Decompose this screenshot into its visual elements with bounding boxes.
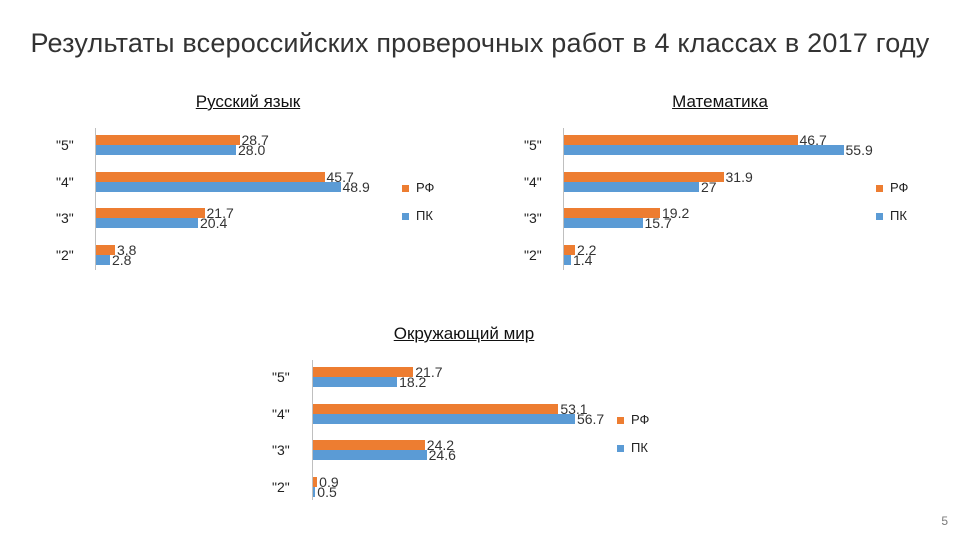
bar: [96, 208, 205, 218]
category-label: "3": [272, 442, 290, 458]
category-label: "5": [524, 137, 542, 153]
bar: [313, 476, 318, 487]
legend-label: РФ: [631, 412, 650, 427]
data-label: 46.7: [799, 132, 827, 148]
bar: [96, 254, 110, 265]
legend-swatch: [617, 417, 624, 425]
data-label: 0.5: [317, 483, 337, 500]
bar: [96, 135, 240, 145]
data-label: 24.6: [428, 447, 456, 463]
category-label: "3": [524, 210, 542, 226]
bar: [313, 486, 316, 497]
bar: [564, 254, 571, 265]
bar: [313, 450, 427, 460]
data-label: 20.4: [200, 215, 228, 231]
chart-axis: [95, 128, 96, 270]
legend-swatch: [402, 213, 409, 221]
bar: [313, 403, 559, 414]
chart-title: Математика: [672, 92, 768, 111]
bar: [564, 208, 660, 218]
category-label: "3": [56, 210, 74, 226]
data-label: 19.2: [662, 205, 690, 221]
data-label: 21.7: [206, 205, 234, 221]
bar: [96, 218, 198, 228]
bar: [313, 367, 414, 377]
chart-axis: [563, 128, 564, 270]
category-label: "4": [56, 173, 74, 190]
data-label: 45.7: [326, 168, 354, 185]
category-label: "4": [524, 173, 542, 190]
category-label: "2": [524, 246, 542, 263]
slide-number: 5: [941, 514, 948, 528]
legend-swatch: [402, 185, 409, 193]
bar: [96, 145, 236, 155]
page-title: Результаты всероссийских проверочных раб…: [30, 28, 930, 58]
legend-item: ПК: [402, 208, 433, 223]
chart-title: Окружающий мир: [393, 324, 535, 343]
data-label: 15.7: [644, 215, 672, 231]
category-label: "2": [56, 246, 74, 263]
legend-item: ПК: [617, 440, 648, 455]
bar: [564, 218, 643, 228]
data-label: 1.4: [573, 251, 593, 268]
legend-item: РФ: [876, 180, 908, 195]
data-label: 21.7: [415, 364, 443, 380]
legend-swatch: [876, 213, 883, 221]
bar: [564, 181, 699, 192]
data-label: 2.8: [112, 251, 132, 268]
data-label: 53.1: [560, 400, 588, 417]
bar: [313, 413, 575, 424]
bar: [96, 181, 341, 192]
legend-item: РФ: [402, 180, 434, 195]
legend-label: РФ: [890, 180, 909, 195]
data-label: 55.9: [845, 142, 873, 158]
bar: [96, 244, 115, 255]
category-label: "5": [56, 137, 74, 153]
bar: [564, 171, 724, 182]
legend-item: РФ: [617, 412, 649, 427]
category-label: "4": [272, 405, 290, 422]
category-label: "5": [272, 369, 290, 385]
data-label: 27: [701, 178, 717, 195]
bar: [564, 145, 844, 155]
chart-axis: [312, 360, 313, 500]
bar: [96, 171, 325, 182]
legend-swatch: [876, 185, 883, 193]
data-label: 56.7: [576, 410, 605, 427]
legend-item: ПК: [876, 208, 907, 223]
legend-label: ПК: [631, 440, 648, 455]
data-label: 31.9: [725, 168, 753, 185]
data-label: 28.0: [238, 142, 266, 158]
category-label: "2": [272, 478, 290, 495]
bar: [313, 377, 398, 387]
chart-title: Русский язык: [195, 92, 301, 111]
bar: [564, 244, 575, 255]
legend-label: РФ: [416, 180, 435, 195]
data-label: 3.8: [117, 241, 137, 258]
data-label: 28.7: [241, 132, 269, 148]
bar: [313, 440, 425, 450]
legend-swatch: [617, 445, 624, 453]
legend-label: ПК: [890, 208, 907, 223]
bar: [564, 135, 798, 145]
data-label: 0.9: [319, 473, 339, 490]
data-label: 2.2: [577, 241, 597, 258]
data-label: 18.2: [399, 374, 427, 390]
legend-label: ПК: [416, 208, 433, 223]
data-label: 24.2: [426, 437, 455, 453]
data-label: 48.9: [342, 178, 370, 195]
